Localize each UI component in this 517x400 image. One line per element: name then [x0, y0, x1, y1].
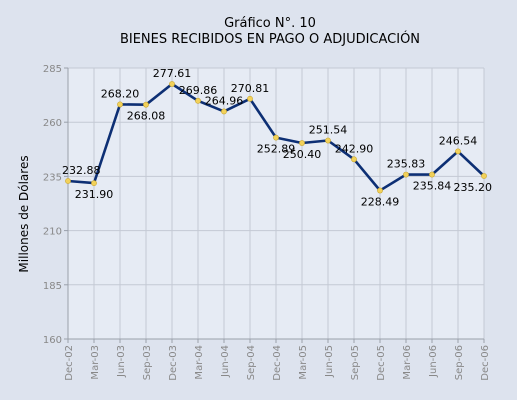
- y-tick-label: 210: [43, 227, 62, 238]
- x-tick-label: Dec-04: [272, 345, 283, 381]
- data-label: 235.83: [387, 158, 426, 171]
- x-tick-label: Dec-06: [480, 345, 491, 381]
- x-tick-label: Sep-05: [350, 345, 361, 380]
- data-label: 251.54: [309, 124, 348, 137]
- y-tick-label: 260: [43, 118, 62, 129]
- data-point: [65, 178, 71, 184]
- data-label: 268.08: [127, 110, 166, 123]
- data-label: 231.90: [75, 188, 114, 201]
- y-tick-label: 160: [43, 335, 62, 346]
- x-tick-label: Sep-03: [142, 345, 153, 380]
- chart-title: Gráfico N°. 10: [224, 16, 316, 31]
- x-tick-label: Jun-03: [116, 345, 127, 378]
- data-point: [221, 108, 227, 115]
- data-point: [143, 101, 149, 108]
- data-label: 268.20: [101, 87, 140, 100]
- data-point: [481, 173, 487, 179]
- data-label: 269.86: [179, 84, 218, 97]
- data-point: [247, 95, 253, 102]
- y-tick-label: 235: [43, 172, 62, 183]
- data-label: 235.84: [413, 180, 452, 193]
- data-point: [351, 156, 357, 163]
- data-label: 264.96: [205, 94, 244, 107]
- x-tick-label: Mar-04: [194, 345, 205, 380]
- data-point: [169, 81, 175, 87]
- data-label: 246.54: [439, 134, 478, 147]
- data-point: [377, 187, 383, 194]
- data-label: 228.49: [361, 196, 400, 209]
- data-label: 270.81: [231, 82, 270, 95]
- data-point: [429, 171, 435, 178]
- x-tick-label: Jun-04: [220, 345, 231, 378]
- data-label: 232.88: [62, 164, 101, 177]
- y-axis-label: Millones de Dólares: [17, 155, 31, 272]
- x-tick-label: Mar-06: [402, 345, 413, 380]
- chart-subtitle: BIENES RECIBIDOS EN PAGO O ADJUDICACIÓN: [120, 31, 420, 47]
- data-label: 242.90: [335, 142, 374, 155]
- data-point: [91, 180, 97, 187]
- x-tick-label: Dec-03: [168, 345, 179, 381]
- data-label: 252.89: [257, 143, 296, 156]
- x-tick-label: Mar-05: [298, 345, 309, 380]
- x-tick-label: Dec-02: [64, 345, 75, 381]
- y-tick-label: 285: [43, 64, 62, 75]
- data-point: [325, 137, 331, 144]
- x-tick-label: Jun-06: [428, 345, 439, 378]
- data-point: [299, 140, 305, 146]
- data-point: [455, 148, 461, 155]
- plot-area: 160 185 210 235 260 285 Dec-02 Mar-03 Jun-03 Sep-…: [43, 64, 492, 381]
- data-point: [195, 97, 201, 104]
- x-tick-label: Sep-06: [454, 345, 465, 380]
- x-tick-label: Sep-04: [246, 345, 257, 380]
- x-tick-label: Mar-03: [90, 345, 101, 380]
- data-label: 277.61: [153, 67, 192, 80]
- data-point: [403, 171, 409, 178]
- data-label: 250.40: [283, 148, 322, 161]
- data-label: 235.20: [454, 181, 493, 194]
- x-tick-label: Jun-05: [324, 345, 335, 378]
- y-tick-label: 185: [43, 281, 62, 292]
- data-point: [273, 134, 279, 141]
- data-point: [117, 101, 123, 108]
- x-tick-label: Dec-05: [376, 345, 387, 381]
